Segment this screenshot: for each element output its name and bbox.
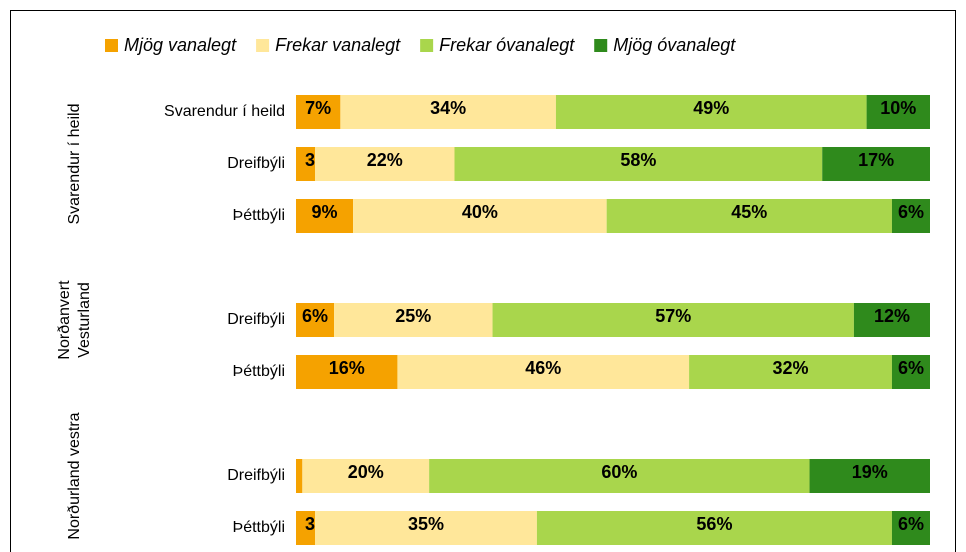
legend-swatch bbox=[256, 39, 270, 52]
value-label: 57% bbox=[655, 306, 691, 326]
legend-label: Frekar vanalegt bbox=[275, 35, 401, 55]
bar-segment bbox=[891, 199, 930, 233]
legend-swatch bbox=[105, 39, 118, 52]
bar-segment bbox=[315, 147, 455, 181]
value-label: 35% bbox=[408, 514, 444, 534]
bar-segment bbox=[492, 303, 854, 337]
legend-swatch bbox=[420, 39, 434, 52]
bar-segment bbox=[296, 511, 316, 545]
category-label: Dreifbýli bbox=[227, 155, 285, 172]
bar-segment bbox=[302, 459, 430, 493]
value-label: 25% bbox=[395, 306, 431, 326]
bar-segment bbox=[296, 355, 398, 389]
value-label: 10% bbox=[880, 98, 916, 118]
bar-segment bbox=[296, 199, 354, 233]
bar-segment bbox=[809, 459, 930, 493]
value-label: 56% bbox=[696, 514, 732, 534]
value-label: 45% bbox=[731, 202, 767, 222]
value-label: 20% bbox=[348, 462, 384, 482]
bar-segment bbox=[853, 303, 930, 337]
value-label: 6% bbox=[302, 306, 328, 326]
group-label: Norðurland vestra bbox=[66, 412, 83, 540]
bar-segment bbox=[555, 95, 867, 129]
bar-segment bbox=[296, 303, 335, 337]
bar-segment bbox=[296, 459, 303, 493]
legend-label: Mjög vanalegt bbox=[124, 35, 237, 55]
legend-label: Mjög óvanalegt bbox=[613, 35, 736, 55]
category-label: Þéttbýli bbox=[233, 363, 285, 380]
bar-segment bbox=[891, 511, 930, 545]
category-label: Svarendur í heild bbox=[164, 103, 285, 120]
bar-segment bbox=[296, 147, 316, 181]
bar-segment bbox=[429, 459, 810, 493]
value-label: 49% bbox=[693, 98, 729, 118]
value-label: 9% bbox=[312, 202, 338, 222]
category-label: Þéttbýli bbox=[233, 207, 285, 224]
bar-segment bbox=[353, 199, 607, 233]
value-label: 19% bbox=[852, 462, 888, 482]
bar-segment bbox=[315, 511, 537, 545]
value-label: 12% bbox=[874, 306, 910, 326]
bar-segment bbox=[606, 199, 892, 233]
bar-segment bbox=[822, 147, 930, 181]
value-label: 16% bbox=[329, 358, 365, 378]
category-label: Dreifbýli bbox=[227, 467, 285, 484]
bar-segment bbox=[296, 95, 341, 129]
value-label: 17% bbox=[858, 150, 894, 170]
bar-segment bbox=[689, 355, 892, 389]
legend-label: Frekar óvanalegt bbox=[439, 35, 575, 55]
value-label: 34% bbox=[430, 98, 466, 118]
value-label: 46% bbox=[525, 358, 561, 378]
bar-segment bbox=[454, 147, 823, 181]
value-label: 40% bbox=[462, 202, 498, 222]
legend-swatch bbox=[594, 39, 608, 52]
category-label: Þéttbýli bbox=[233, 519, 285, 536]
group-label: Svarendur í heild bbox=[66, 103, 83, 225]
value-label: 22% bbox=[367, 150, 403, 170]
group-label: Norðanvert Vesturland bbox=[56, 280, 93, 360]
bar-segment bbox=[866, 95, 930, 129]
bar-segment bbox=[536, 511, 892, 545]
value-label: 60% bbox=[601, 462, 637, 482]
value-label: 58% bbox=[620, 150, 656, 170]
value-label: 6% bbox=[898, 514, 924, 534]
category-label: Dreifbýli bbox=[227, 311, 285, 328]
value-label: 32% bbox=[773, 358, 809, 378]
value-label: 6% bbox=[898, 358, 924, 378]
bar-segment bbox=[397, 355, 690, 389]
bar-segment bbox=[891, 355, 930, 389]
bar-segment bbox=[340, 95, 556, 129]
bar-segment bbox=[334, 303, 493, 337]
value-label: 7% bbox=[305, 98, 331, 118]
value-label: 6% bbox=[898, 202, 924, 222]
